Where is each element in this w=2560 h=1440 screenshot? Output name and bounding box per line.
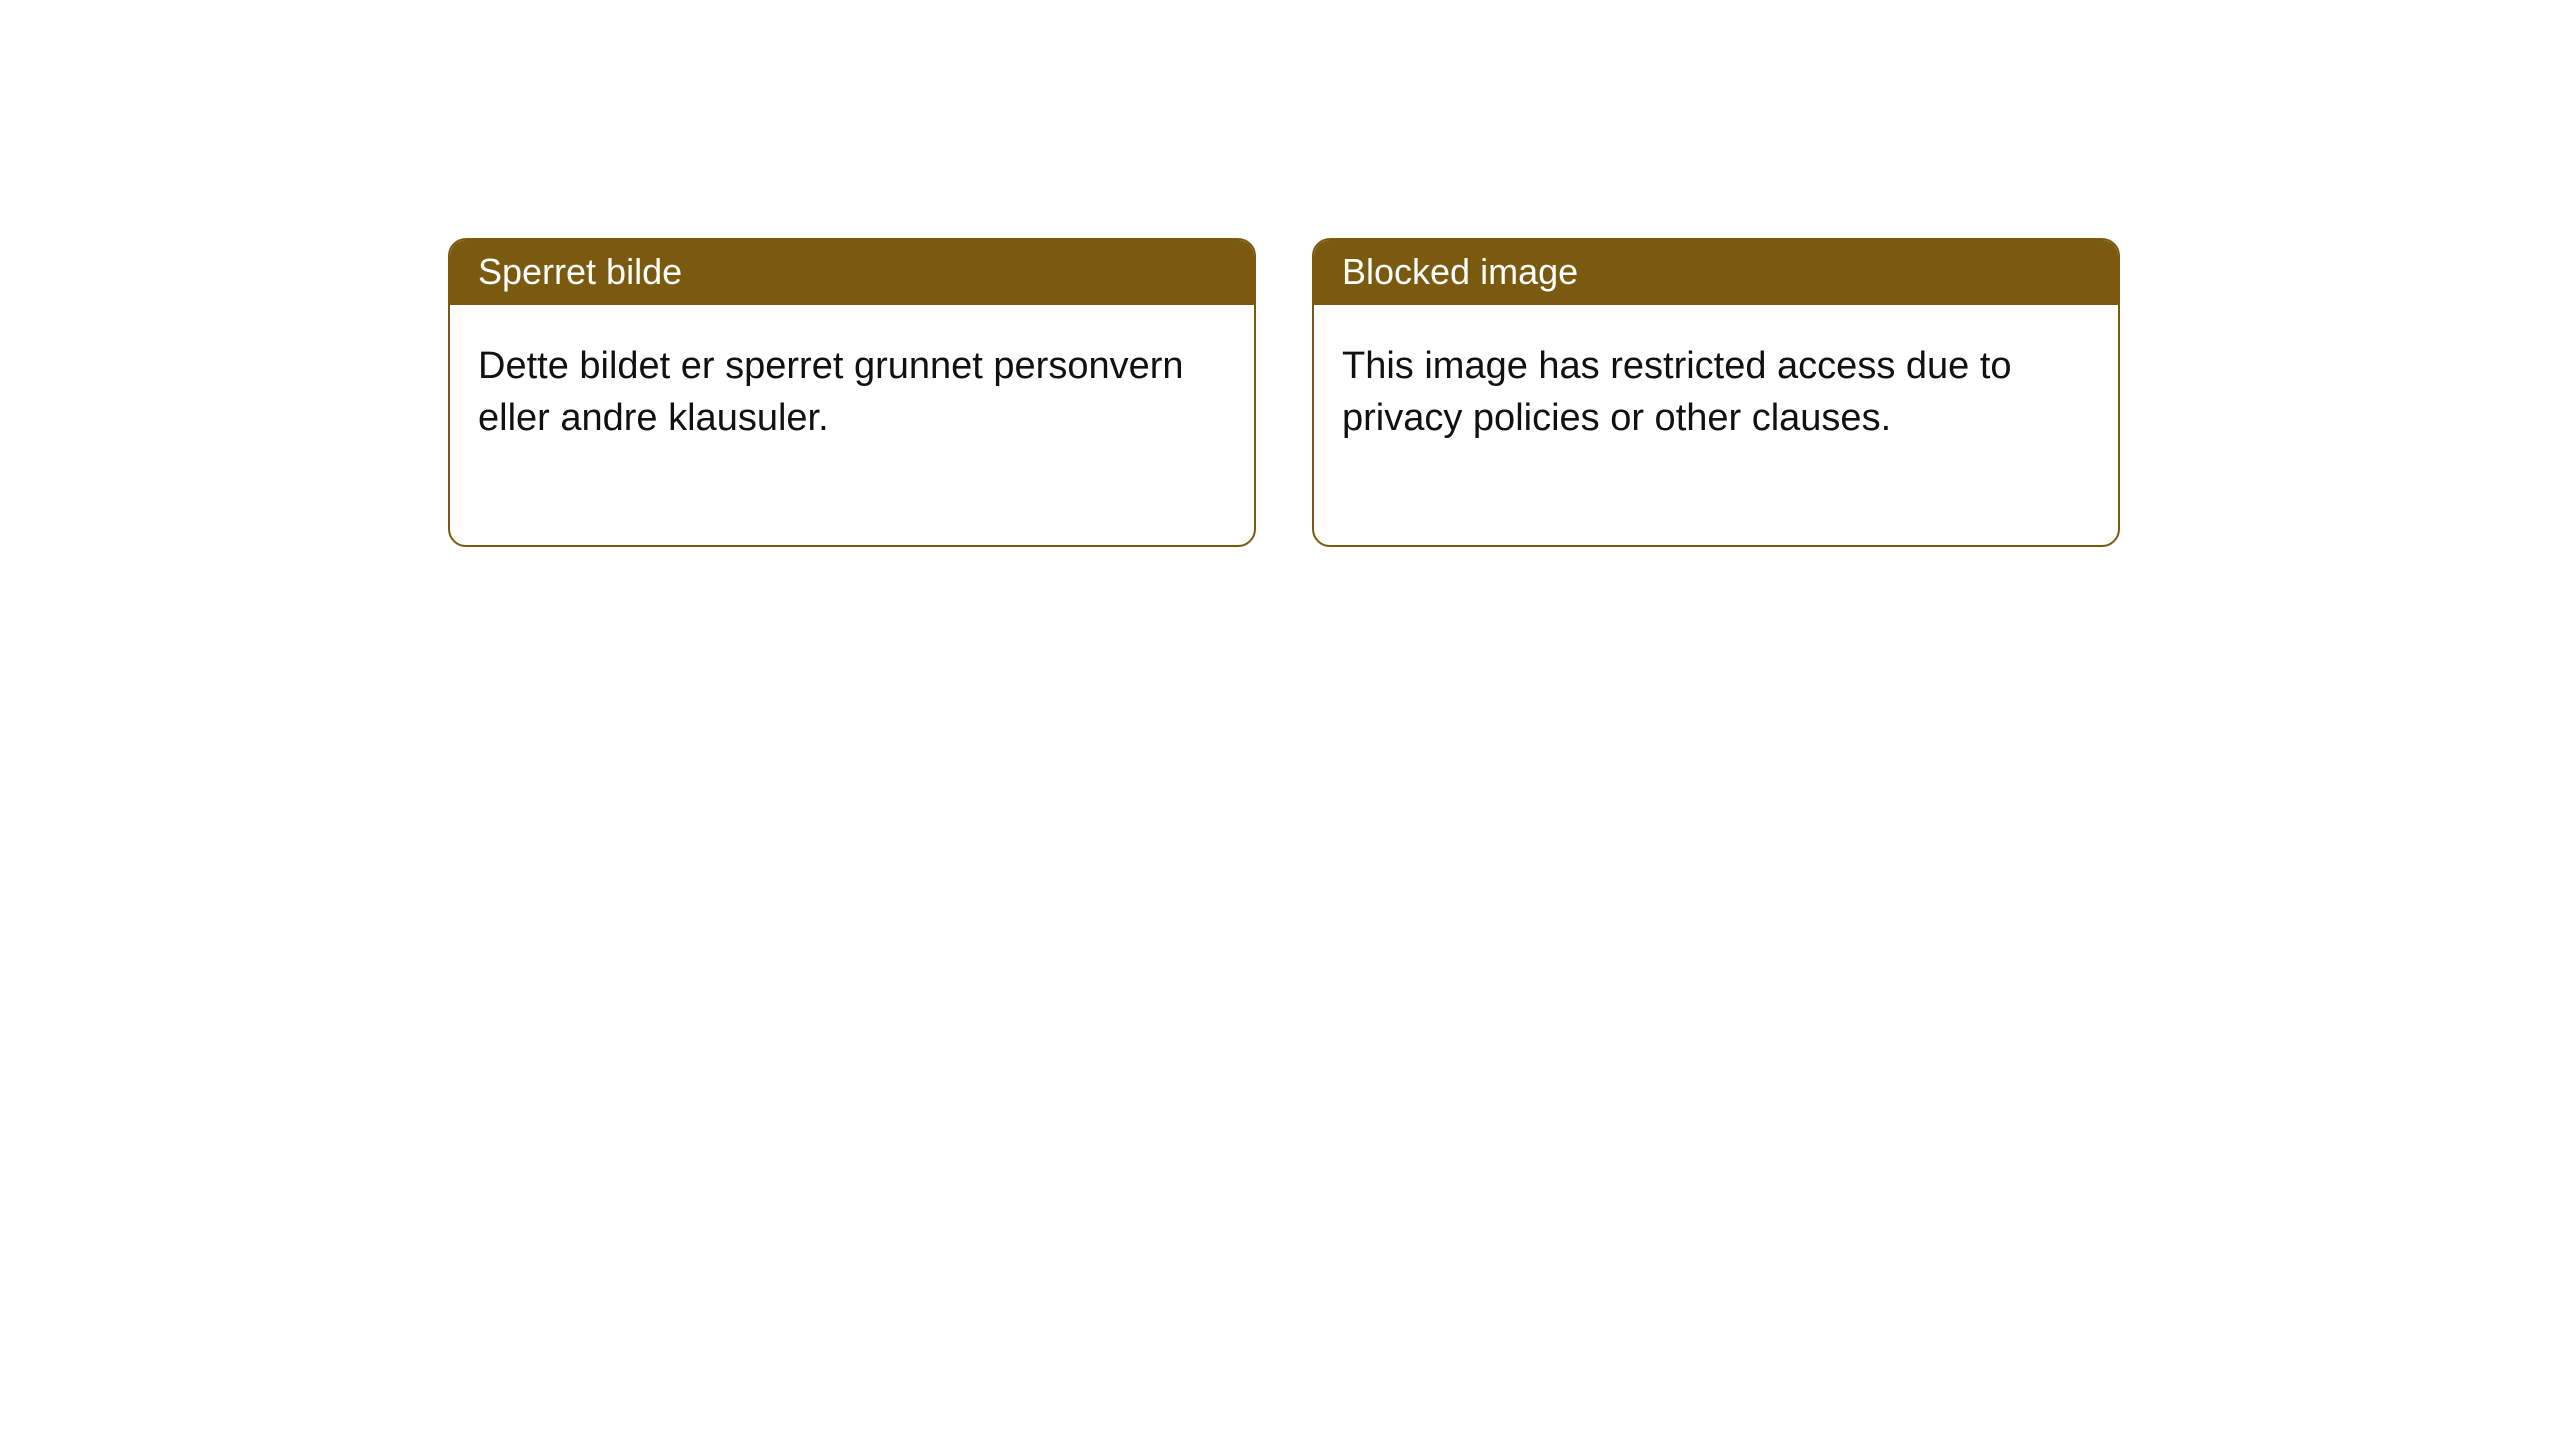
notice-body: Dette bildet er sperret grunnet personve… — [450, 305, 1254, 544]
notice-card-english: Blocked image This image has restricted … — [1312, 238, 2120, 547]
notice-card-norwegian: Sperret bilde Dette bildet er sperret gr… — [448, 238, 1256, 547]
notice-body: This image has restricted access due to … — [1314, 305, 2118, 544]
notice-header: Blocked image — [1314, 240, 2118, 305]
notice-header: Sperret bilde — [450, 240, 1254, 305]
notice-container: Sperret bilde Dette bildet er sperret gr… — [448, 238, 2120, 547]
